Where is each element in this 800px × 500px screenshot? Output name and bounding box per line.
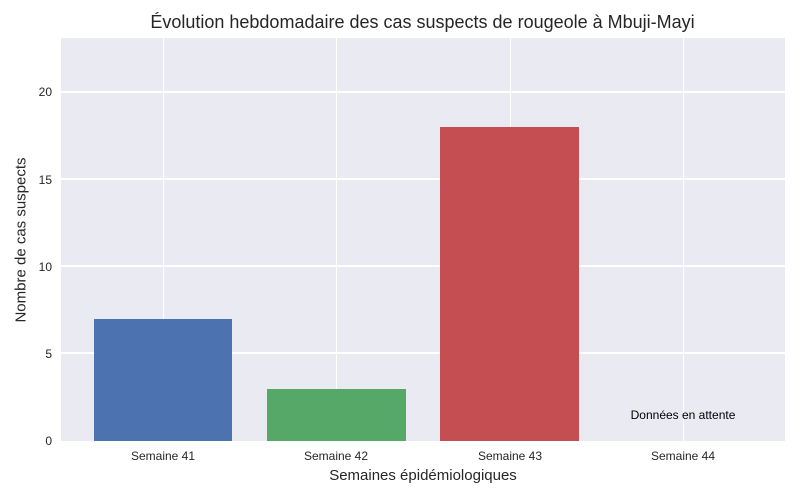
chart-title: Évolution hebdomadaire des cas suspects … <box>150 12 695 32</box>
gridline-x-42 <box>335 38 337 441</box>
xtick-semaine-42: Semaine 42 <box>303 449 369 463</box>
gridline-y-10 <box>61 265 785 267</box>
pending-data-annotation: Données en attente <box>630 408 736 422</box>
gridline-y-5 <box>61 352 785 354</box>
ytick-0: 0 <box>45 434 52 448</box>
gridline-y-15 <box>61 178 785 180</box>
y-axis-label: Nombre de cas suspects <box>12 157 30 323</box>
ytick-5: 5 <box>45 347 52 361</box>
gridline-y-20 <box>61 91 785 93</box>
plot-area: Données en attente <box>61 38 785 441</box>
bar-semaine-42 <box>267 388 406 441</box>
ytick-10: 10 <box>38 260 52 274</box>
xtick-semaine-44: Semaine 44 <box>650 449 716 463</box>
bar-semaine-41 <box>94 318 232 441</box>
ytick-15: 15 <box>38 173 52 187</box>
bar-semaine-43 <box>440 126 579 441</box>
ytick-20: 20 <box>38 85 52 99</box>
xtick-semaine-41: Semaine 41 <box>130 449 196 463</box>
gridline-x-41 <box>162 38 164 441</box>
x-axis-label: Semaines épidémiologiques <box>329 467 517 484</box>
gridline-x-44 <box>682 38 684 441</box>
xtick-semaine-43: Semaine 43 <box>477 449 543 463</box>
